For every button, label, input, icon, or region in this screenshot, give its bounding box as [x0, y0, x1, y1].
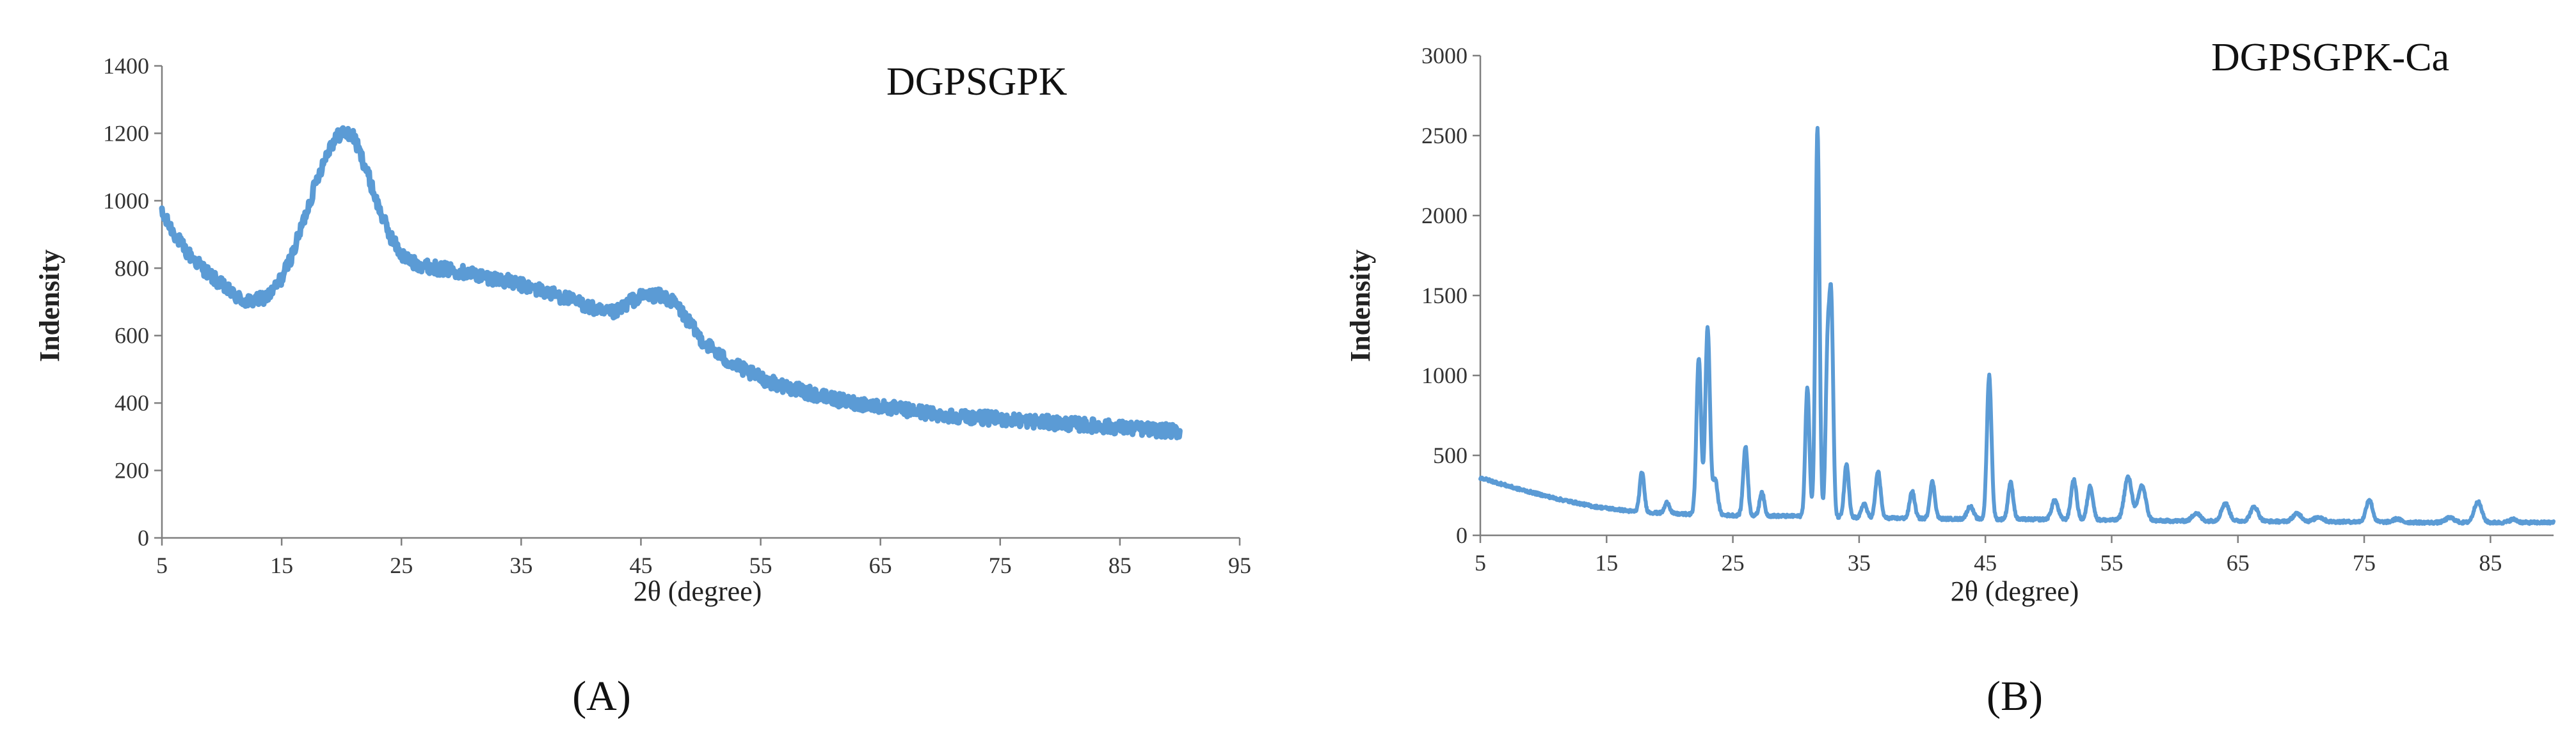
- b-y-tick-label: 2000: [1421, 203, 1468, 228]
- b-panel-label: (B): [1987, 673, 2043, 720]
- b-x-tick-label: 15: [1595, 550, 1618, 576]
- b-x-tick-label: 45: [1974, 550, 1997, 576]
- a-chart-title: DGPSGPK: [886, 60, 1068, 104]
- b-x-tick-label: 25: [1722, 550, 1745, 576]
- a-axes: [161, 66, 1240, 539]
- a-x-tick-label: 15: [270, 553, 293, 578]
- b-x-tick-label: 55: [2100, 550, 2123, 576]
- b-y-tick-label: 3000: [1421, 43, 1468, 68]
- b-y-tick-label: 500: [1433, 443, 1468, 468]
- a-x-tick-label: 75: [989, 553, 1012, 578]
- a-y-tick-label: 1400: [103, 53, 149, 79]
- a-x-tick-label: 45: [629, 553, 652, 578]
- a-y-axis-title: Indensity: [34, 249, 65, 362]
- b-series-line: [1478, 125, 2556, 526]
- b-chart-title: DGPSGPK-Ca: [2211, 36, 2449, 79]
- a-y-ticks: 0 200 400 600 800 1000 1200 1400: [103, 53, 162, 551]
- a-x-ticks: 5 15 25 35 45 55 65 75 85 95: [156, 538, 1251, 578]
- b-x-tick-label: 85: [2479, 550, 2502, 576]
- a-y-tick-label: 0: [138, 525, 149, 551]
- b-y-tick-label: 1000: [1421, 363, 1468, 388]
- b-y-axis-title: Indensity: [1345, 249, 1376, 362]
- b-x-tick-label: 5: [1475, 550, 1486, 576]
- b-axes: [1479, 56, 2554, 537]
- a-y-tick-label: 1200: [103, 120, 149, 146]
- a-y-tick-label: 200: [115, 458, 149, 484]
- a-y-tick-label: 600: [115, 323, 149, 349]
- b-y-tick-label: 1500: [1421, 283, 1468, 308]
- chart-a: 0 200 400 600 800 1000 1200 1400 5 15 25 35 45 55 65 7…: [34, 53, 1251, 720]
- a-x-tick-label: 5: [156, 553, 168, 578]
- a-series-line: [159, 125, 1183, 441]
- b-x-tick-label: 35: [1848, 550, 1871, 576]
- chart-b: 0 500 1000 1500 2000 2500 3000 5 15 25 35 45 55 65 75…: [1345, 36, 2556, 720]
- b-x-axis-title: 2θ (degree): [1951, 576, 2079, 607]
- b-x-tick-label: 65: [2227, 550, 2250, 576]
- b-x-tick-label: 75: [2353, 550, 2376, 576]
- b-y-ticks: 0 500 1000 1500 2000 2500 3000: [1421, 43, 1480, 548]
- a-x-tick-label: 25: [390, 553, 413, 578]
- b-y-tick-label: 0: [1456, 523, 1468, 548]
- a-x-tick-label: 65: [869, 553, 892, 578]
- a-y-tick-label: 400: [115, 390, 149, 416]
- b-y-tick-label: 2500: [1421, 123, 1468, 148]
- a-panel-label: (A): [572, 673, 631, 720]
- a-y-tick-label: 1000: [103, 188, 149, 214]
- b-x-ticks: 5 15 25 35 45 55 65 75 85: [1475, 535, 2502, 576]
- a-x-tick-label: 85: [1108, 553, 1132, 578]
- a-x-axis-title: 2θ (degree): [634, 576, 762, 607]
- a-x-tick-label: 55: [749, 553, 772, 578]
- a-x-tick-label: 35: [509, 553, 532, 578]
- a-x-tick-label: 95: [1228, 553, 1251, 578]
- a-y-tick-label: 800: [115, 255, 149, 281]
